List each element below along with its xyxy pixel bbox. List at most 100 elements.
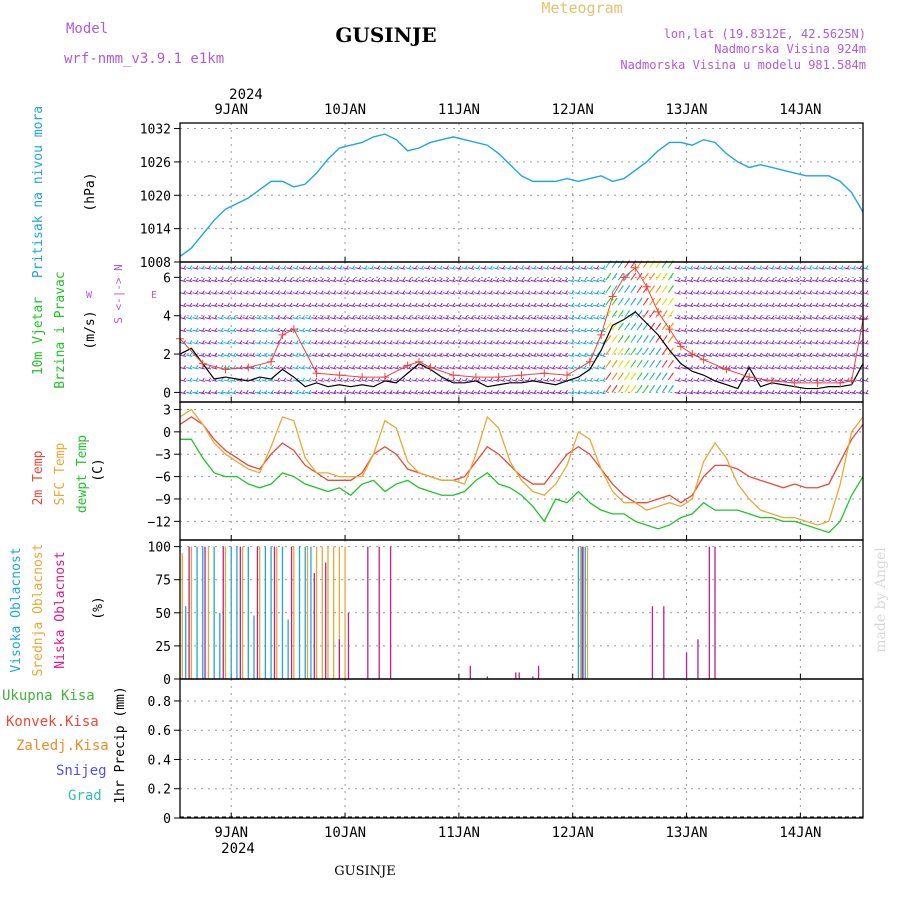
- day-label-top: 11JAN: [438, 102, 480, 118]
- wind-barb-flag: [371, 352, 374, 357]
- wind-barb-flag: [302, 327, 305, 332]
- wind-barb-flag: [614, 384, 618, 389]
- wind-barb: [186, 391, 193, 395]
- wind-barb-flag: [352, 302, 356, 307]
- wind-barb-flag: [508, 340, 512, 344]
- wind-barb-flag: [289, 390, 293, 394]
- wind-barb-flag: [577, 377, 581, 382]
- wind-barb-flag: [809, 340, 813, 344]
- wind-barb: [449, 304, 456, 308]
- wind-barb-flag: [471, 277, 475, 282]
- pressure-line: [179, 133, 864, 258]
- wind-barb-flag: [345, 327, 349, 332]
- wind-barb: [849, 267, 857, 270]
- wind-barb-flag: [345, 290, 349, 294]
- wind-barb: [317, 317, 324, 320]
- wind-barb: [831, 329, 838, 333]
- wind-barb-flag: [546, 352, 550, 357]
- wind-barb-flag: [233, 340, 237, 344]
- wind-barb: [280, 342, 287, 345]
- wind-barb-flag: [815, 377, 819, 382]
- wind-barb: [492, 366, 500, 370]
- wind-barb: [580, 366, 587, 370]
- wind-gust-marker: [813, 378, 822, 387]
- wind-barb-flag: [677, 327, 681, 332]
- wind-barb: [217, 317, 224, 320]
- wind-barb: [780, 342, 788, 345]
- wind-barb-flag: [546, 327, 550, 332]
- wind-barb: [787, 379, 794, 382]
- wind-barb: [255, 267, 262, 270]
- wind-barb: [179, 379, 187, 382]
- wind-barb: [474, 366, 481, 370]
- wind-barb-flag: [602, 390, 606, 394]
- wind-barb: [755, 317, 763, 320]
- wind-barb-flag: [759, 265, 763, 269]
- wind-barb-flag: [803, 365, 806, 369]
- wind-barb: [824, 391, 831, 395]
- wind-barb: [824, 317, 831, 320]
- wind-barb: [280, 292, 287, 295]
- wind-barb-flag: [446, 340, 449, 344]
- wind-barb: [805, 354, 813, 357]
- wind-barb-flag: [471, 315, 475, 319]
- wind-barb-flag: [752, 390, 756, 394]
- wind-barb: [361, 317, 368, 320]
- wind-barb: [593, 342, 600, 345]
- wind-barb: [236, 292, 243, 295]
- wind-barb: [805, 304, 813, 308]
- wind-barb: [680, 317, 687, 320]
- wind-barb-flag: [439, 290, 443, 294]
- wind-barb-flag: [740, 277, 744, 282]
- model-label: Model: [66, 21, 108, 37]
- wind-barb-flag: [277, 302, 280, 307]
- wind-barb-flag: [314, 327, 318, 332]
- wind-barb: [317, 267, 324, 270]
- y-tick-label: 0: [163, 812, 171, 827]
- wind-barb: [342, 267, 349, 270]
- wind-barb-flag: [571, 265, 575, 269]
- wind-barb-flag: [721, 265, 725, 269]
- wind-barb: [223, 267, 230, 270]
- wind-barb: [774, 279, 781, 283]
- wind-barb: [831, 267, 838, 270]
- wind-barb: [849, 391, 857, 395]
- wind-barb-flag: [765, 365, 769, 369]
- wind-barb: [511, 354, 518, 357]
- wind-barb: [831, 279, 838, 283]
- wind-barb-flag: [264, 315, 268, 319]
- wind-barb-flag: [815, 265, 819, 269]
- wind-barb-flag: [452, 327, 456, 332]
- wind-barb-flag: [320, 377, 324, 382]
- wind-barb: [824, 342, 831, 345]
- wind-barb: [856, 391, 863, 395]
- wind-barb-flag: [521, 365, 525, 369]
- wind-barb-flag: [264, 340, 268, 344]
- wind-barb: [292, 366, 299, 370]
- wind-barb-flag: [734, 390, 737, 394]
- wind-barb: [762, 279, 769, 283]
- wind-barb-flag: [639, 347, 643, 352]
- wind-barb: [837, 279, 844, 283]
- wind-barb: [505, 329, 512, 333]
- wind-barb-flag: [853, 352, 856, 357]
- wind-barb-flag: [333, 302, 337, 307]
- wind-barb: [574, 304, 581, 308]
- wind-barb: [499, 267, 506, 270]
- wind-barb: [549, 379, 556, 382]
- wind-barb-flag: [477, 352, 481, 357]
- panel-frame: [179, 122, 864, 263]
- wind-barb-flag: [214, 327, 218, 332]
- wind-barb: [856, 342, 863, 345]
- wind-barb-flag: [620, 285, 624, 289]
- wind-gust-marker: [722, 365, 731, 374]
- wind-barb-flag: [458, 290, 462, 294]
- wind-barb-flag: [859, 315, 863, 319]
- wind-barb: [436, 354, 443, 357]
- wind-barb-flag: [546, 277, 550, 282]
- wind-barb-flag: [383, 290, 387, 294]
- wind-barb-flag: [489, 365, 493, 369]
- wind-barb: [417, 317, 425, 320]
- wind-barb-flag: [220, 315, 224, 319]
- wind-barb: [805, 391, 813, 395]
